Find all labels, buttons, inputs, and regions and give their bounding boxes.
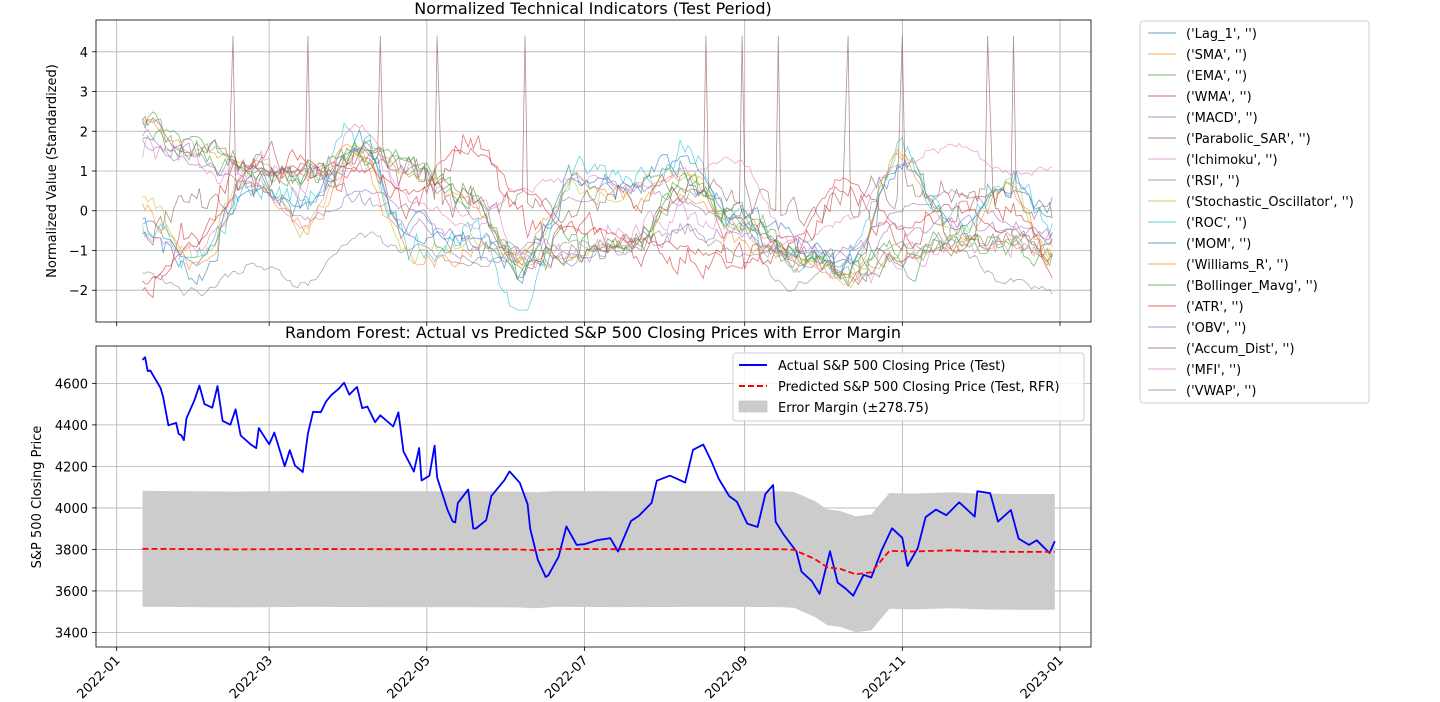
indicator-series-line [142,147,1053,283]
indicators-legend-label: ('Parabolic_SAR', '') [1186,132,1311,147]
indicators-y-tick-label: 1 [80,165,88,180]
indicators-legend-label: ('OBV', '') [1186,321,1246,336]
indicator-series-line [142,122,1053,311]
indicators-title: Normalized Technical Indicators (Test Pe… [414,0,771,18]
indicator-series-line [142,147,1053,279]
indicators-y-tick-label: −2 [69,284,88,299]
indicators-legend-label: ('RSI', '') [1186,174,1240,189]
price-title: Random Forest: Actual vs Predicted S&P 5… [285,323,901,342]
indicator-series-line [142,133,1053,299]
indicators-legend: ('Lag_1', '') ('SMA', '') ('EMA', '') ('WMA… [1139,20,1370,404]
indicator-series-line [142,222,1053,297]
indicators-y-tick-label: 4 [80,46,88,61]
indicator-series-line [142,128,1053,286]
indicators-legend-label: ('MACD', '') [1186,111,1258,126]
price-y-ticks: 3400 3600 3800 4000 4200 4400 4600 [55,377,96,641]
indicator-series-line [142,128,1053,285]
price-y-tick-label: 3800 [55,543,88,558]
indicators-legend-label: ('ROC', '') [1186,216,1247,231]
indicators-y-ticks: −2 −1 0 1 2 3 4 [69,46,96,299]
indicators-legend-label: ('MOM', '') [1186,237,1251,252]
price-y-tick-label: 4200 [55,460,88,475]
indicators-legend-label: ('SMA', '') [1186,48,1247,63]
indicators-y-tick-label: −1 [69,244,88,259]
price-y-tick-label: 3600 [55,585,88,600]
indicators-legend-label: ('EMA', '') [1186,69,1247,84]
error-margin-band [142,490,1055,633]
price-x-tick-label: 2023-01 [1018,653,1067,702]
price-x-tick-label: 2022-05 [385,653,434,702]
price-x-ticks: 2022-01 2022-03 2022-05 2022-07 2022-09 2022-… [74,647,1067,702]
indicators-series [142,35,1053,311]
legend-error-swatch [738,400,768,413]
predicted-price-line [142,547,1055,576]
price-y-tick-label: 4000 [55,502,88,517]
indicator-series-line [142,115,1053,287]
indicators-y-tick-label: 3 [80,86,88,101]
price-x-tick-label: 2022-03 [227,653,276,702]
indicator-series-line [142,111,1053,278]
price-x-tick-label: 2022-01 [74,653,123,702]
indicators-legend-label: ('ATR', '') [1186,300,1244,315]
indicator-series-line [142,35,1053,246]
price-y-tick-label: 3400 [55,626,88,641]
indicators-legend-label: ('Lag_1', '') [1186,27,1257,42]
indicators-y-label: Normalized Value (Standardized) [45,64,60,278]
price-x-tick-label: 2022-11 [860,653,909,702]
indicators-legend-box [1139,20,1370,404]
indicators-legend-label: ('VWAP', '') [1186,384,1256,399]
legend-error-label: Error Margin (±278.75) [778,401,929,416]
price-x-tick-label: 2022-09 [702,653,751,702]
indicator-series-line [142,118,1053,279]
price-y-tick-label: 4400 [55,419,88,434]
indicators-y-tick-label: 2 [80,125,88,140]
price-y-tick-label: 4600 [55,377,88,392]
actual-price-line [141,356,1056,597]
price-legend: Actual S&P 500 Closing Price (Test) Pred… [732,352,1085,422]
price-y-label: S&P 500 Closing Price [30,426,45,569]
indicators-legend-label: ('Stochastic_Oscillator', '') [1186,195,1354,210]
indicators-axes: −2 −1 0 1 2 3 4 Normalized Technical Indicator… [45,0,1092,326]
indicators-y-tick-label: 0 [80,205,88,220]
price-x-tick-label: 2022-07 [542,653,591,702]
price-legend-box [732,352,1085,422]
indicators-x-ticks [116,322,1061,326]
indicators-legend-label: ('Ichimoku', '') [1186,153,1278,168]
indicators-legend-label: ('MFI', '') [1186,363,1241,378]
indicator-series-line [142,147,1053,285]
price-frame [95,345,1092,648]
indicators-legend-label: ('Williams_R', '') [1186,258,1289,273]
indicators-legend-label: ('Bollinger_Mavg', '') [1186,279,1318,294]
indicators-legend-label: ('WMA', '') [1186,90,1252,105]
indicator-series-line [142,123,1053,254]
indicators-legend-label: ('Accum_Dist', '') [1186,342,1295,357]
legend-actual-label: Actual S&P 500 Closing Price (Test) [778,359,1005,374]
legend-predicted-label: Predicted S&P 500 Closing Price (Test, R… [778,380,1060,395]
